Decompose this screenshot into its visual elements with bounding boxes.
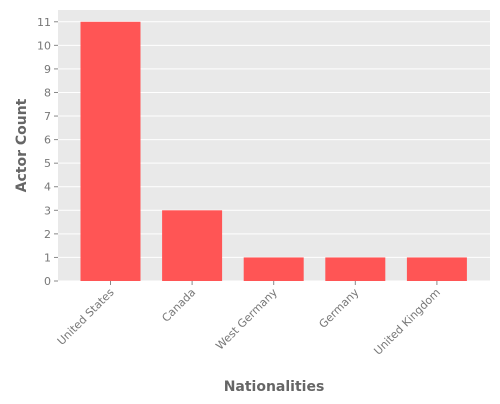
bar-canada <box>162 210 223 281</box>
y-tick-label: 9 <box>44 63 51 76</box>
x-tick-label: United States <box>55 286 117 348</box>
bar-west-germany <box>243 257 304 281</box>
y-tick-label: 2 <box>44 228 51 241</box>
x-axis-ticks: United States Canada West Germany Germany Un… <box>55 281 443 358</box>
bar-germany <box>325 257 386 281</box>
y-tick-label: 3 <box>44 204 51 217</box>
bars <box>80 21 467 282</box>
y-tick-label: 7 <box>44 110 51 123</box>
y-tick-label: 0 <box>44 275 51 288</box>
y-tick-label: 4 <box>44 181 51 194</box>
bar-united-states <box>80 21 141 282</box>
x-tick-label: Canada <box>159 286 198 325</box>
y-tick-label: 1 <box>44 251 51 264</box>
y-tick-label: 6 <box>44 134 51 147</box>
x-tick-label: West Germany <box>213 286 280 353</box>
x-tick-label: United Kingdom <box>371 286 443 358</box>
y-axis-ticks: 0 1 2 3 4 5 6 7 8 9 10 11 <box>37 16 58 288</box>
x-axis-label: Nationalities <box>224 379 325 395</box>
x-tick-label: Germany <box>316 286 361 331</box>
y-tick-label: 10 <box>37 39 51 52</box>
y-tick-label: 5 <box>44 157 51 170</box>
y-tick-label: 11 <box>37 16 51 29</box>
bar-united-kingdom <box>406 257 467 281</box>
y-tick-label: 8 <box>44 86 51 99</box>
y-axis-label: Actor Count <box>14 98 30 192</box>
